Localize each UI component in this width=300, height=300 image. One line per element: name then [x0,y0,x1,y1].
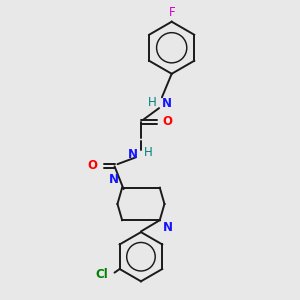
Text: O: O [88,159,98,172]
Text: N: N [163,221,173,234]
Text: N: N [128,148,138,161]
Text: Cl: Cl [95,268,108,281]
Text: F: F [168,6,175,19]
Text: O: O [163,115,173,128]
Text: H: H [144,146,153,160]
Text: N: N [162,97,172,110]
Text: H: H [147,96,156,109]
Text: N: N [109,173,119,186]
